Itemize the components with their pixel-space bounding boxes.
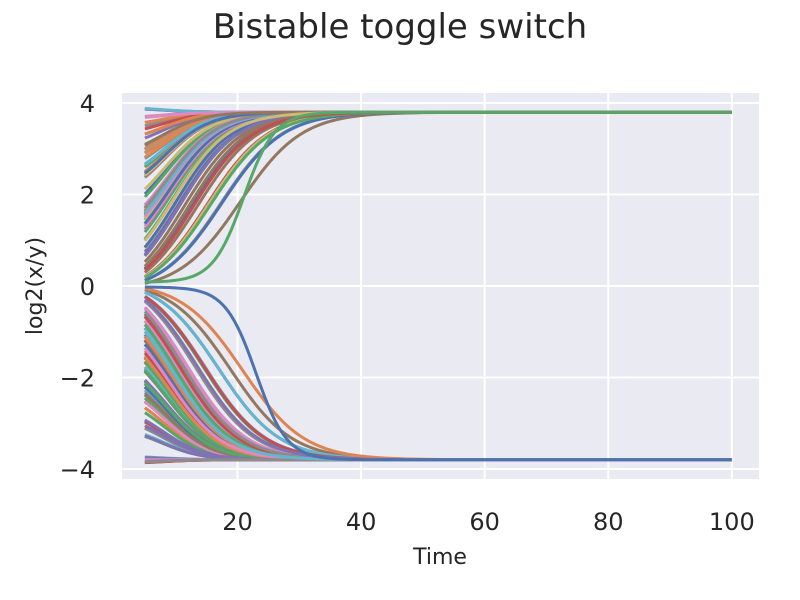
series-lines [143, 107, 732, 465]
x-tick-labels: 20 40 60 80 100 [222, 508, 754, 536]
y-tick-label: 4 [80, 90, 95, 118]
x-tick-label: 60 [469, 508, 500, 536]
y-tick-label: −2 [60, 364, 95, 392]
x-tick-label: 80 [593, 508, 624, 536]
y-tick-label: 2 [80, 182, 95, 210]
chart-title: Bistable toggle switch [213, 7, 587, 47]
x-tick-label: 100 [709, 508, 755, 536]
x-tick-label: 40 [346, 508, 377, 536]
trajectory-line [144, 285, 732, 462]
y-tick-label: −4 [60, 456, 95, 484]
y-tick-labels: 4 2 0 −2 −4 [60, 90, 95, 484]
x-axis-label: Time [412, 545, 467, 570]
trajectory-line [144, 110, 732, 284]
y-axis-label: log2(x/y) [23, 237, 48, 335]
y-tick-label: 0 [80, 273, 95, 301]
grid [122, 93, 759, 479]
x-tick-label: 20 [222, 508, 253, 536]
